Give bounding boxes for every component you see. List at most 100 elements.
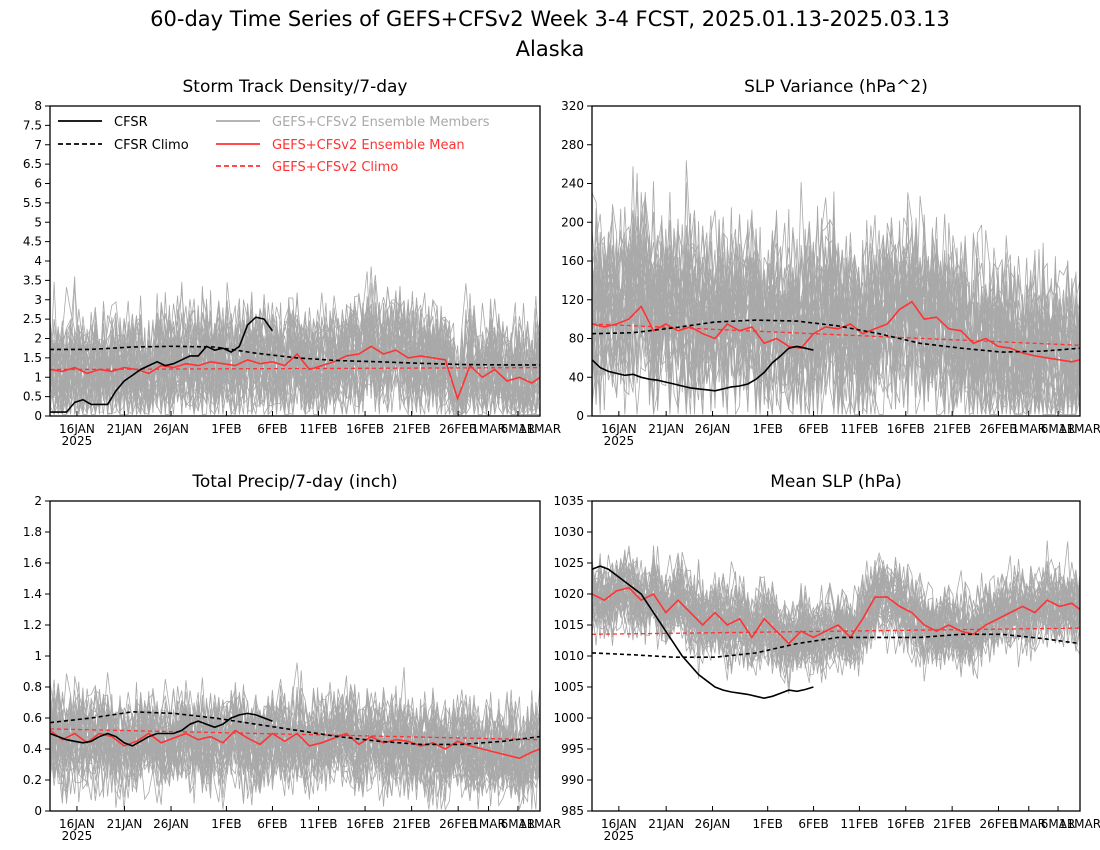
x-tick-label: 21FEB [933, 422, 971, 436]
legend-cfsr: CFSR [58, 115, 148, 130]
ensemble-member-line [591, 566, 1081, 673]
y-tick-label: 1.4 [23, 587, 42, 601]
x-tick-label: 16FEB [346, 817, 384, 831]
y-tick-label: 1035 [553, 494, 584, 508]
x-tick-label: 16FEB [887, 817, 925, 831]
figure-title: 60-day Time Series of GEFS+CFSv2 Week 3-… [150, 7, 950, 31]
ensemble-member-line [591, 219, 1081, 415]
ensemble-mean-line [591, 300, 1081, 363]
ensemble-member-line [49, 690, 541, 800]
ensemble-members [591, 160, 1081, 416]
ensemble-member-line [591, 551, 1081, 676]
y-tick-label: 2 [34, 494, 42, 508]
y-tick-label: 2 [34, 332, 42, 346]
y-tick-label: 8 [34, 99, 42, 113]
cfsr-line [591, 345, 814, 392]
y-tick-label: 4 [34, 254, 42, 268]
x-tick-label: 21JAN [107, 422, 143, 436]
ensemble-member-line [49, 271, 541, 415]
cfsr-climo-line [50, 345, 540, 366]
y-tick-label: 0 [34, 804, 42, 818]
y-tick-label: 6.5 [23, 157, 42, 171]
legend-ensemble-mean: GEFS+CFSv2 Ensemble Mean [216, 138, 465, 153]
y-tick-label: 985 [561, 804, 584, 818]
x-tick-label: 1MAR [471, 817, 506, 831]
chart-panel-4: Mean SLP (hPa) 985 990 995 1000 1005 1010 1015 1… [553, 472, 1100, 843]
y-tick-label: 5 [34, 215, 42, 229]
y-tick-label: 40 [569, 370, 584, 384]
cfsr-line [50, 316, 274, 413]
y-tick-label: 1 [34, 370, 42, 384]
x-tick-label: 21JAN [648, 817, 684, 831]
y-tick-label: 1005 [553, 680, 584, 694]
gefs-climo-line [591, 627, 1081, 635]
x-year-label: 2025 [604, 434, 635, 448]
y-tick-label: 7.5 [23, 118, 42, 132]
y-tick-label: 280 [561, 138, 584, 152]
x-tick-label: 16FEB [887, 422, 925, 436]
x-year-label: 2025 [62, 434, 93, 448]
y-tick-label: 1010 [553, 649, 584, 663]
x-year-label: 2025 [62, 829, 93, 843]
x-tick-label: 6MAR [501, 817, 536, 831]
x-tick-label: 26FEB [980, 422, 1018, 436]
x-tick-label: 1MAR [471, 422, 506, 436]
y-tick-label: 6 [34, 177, 42, 191]
legend-label: GEFS+CFSv2 Climo [272, 160, 398, 175]
x-tick-label: 26FEB [980, 817, 1018, 831]
x-tick-label: 6FEB [257, 422, 287, 436]
x-tick-label: 1FEB [211, 817, 241, 831]
chart-panel-3: Total Precip/7-day (inch)00.20.40.60.811… [23, 472, 561, 843]
y-tick-label: 1.6 [23, 556, 42, 570]
x-tick-label: 1MAR [1011, 422, 1046, 436]
ensemble-member-line [49, 305, 541, 415]
y-tick-label: 0 [576, 409, 584, 423]
y-tick-label: 1.2 [23, 618, 42, 632]
legend-label: GEFS+CFSv2 Ensemble Members [272, 115, 490, 130]
ensemble-member-line [49, 299, 541, 415]
x-tick-label: 11FEB [300, 817, 338, 831]
y-tick-label: 1020 [553, 587, 584, 601]
x-tick-label: 21JAN [107, 817, 143, 831]
y-tick-label: 320 [561, 99, 584, 113]
y-tick-label: 3 [34, 293, 42, 307]
x-tick-label: 1FEB [753, 422, 783, 436]
x-tick-label: 26JAN [695, 422, 731, 436]
ensemble-member-line [591, 172, 1081, 415]
legend-label: CFSR Climo [114, 138, 189, 153]
x-tick-label: 26JAN [153, 422, 189, 436]
ensemble-member-line [591, 212, 1081, 415]
y-tick-label: 160 [561, 254, 584, 268]
legend-gefs-climo: GEFS+CFSv2 Climo [216, 160, 398, 175]
gefs-climo-line [49, 366, 541, 371]
legend-members: GEFS+CFSv2 Ensemble Members [216, 115, 490, 130]
y-tick-label: 0.2 [23, 773, 42, 787]
x-tick-label: 16JAN [59, 817, 95, 831]
panel-title: SLP Variance (hPa^2) [744, 77, 928, 97]
y-tick-label: 0 [34, 409, 42, 423]
x-tick-label: 11MAR [1059, 422, 1100, 436]
y-tick-label: 0.8 [23, 680, 42, 694]
x-tick-label: 26JAN [695, 817, 731, 831]
x-tick-label: 6FEB [257, 817, 287, 831]
x-tick-label: 6MAR [1041, 817, 1076, 831]
y-tick-label: 1025 [553, 556, 584, 570]
cfsr-line [591, 565, 814, 700]
chart-panel-1: Storm Track Density/7-day 0 0.5 1 1.5 2 2.5 3 3.… [23, 77, 561, 448]
x-tick-label: 11MAR [1059, 817, 1100, 831]
legend-label: CFSR [114, 115, 148, 130]
y-tick-label: 80 [569, 332, 584, 346]
x-tick-label: 6FEB [798, 817, 828, 831]
x-tick-label: 6FEB [798, 422, 828, 436]
cfsr-line [49, 712, 273, 747]
y-tick-label: 995 [561, 742, 584, 756]
x-year-label: 2025 [604, 829, 635, 843]
ensemble-member-line [49, 689, 541, 792]
cfsr-climo-line [49, 710, 541, 746]
ensemble-member-line [591, 558, 1081, 667]
y-tick-label: 0.5 [23, 390, 42, 404]
x-tick-label: 1FEB [753, 817, 783, 831]
y-tick-label: 1 [34, 649, 42, 663]
panel-title: Storm Track Density/7-day [183, 77, 408, 97]
